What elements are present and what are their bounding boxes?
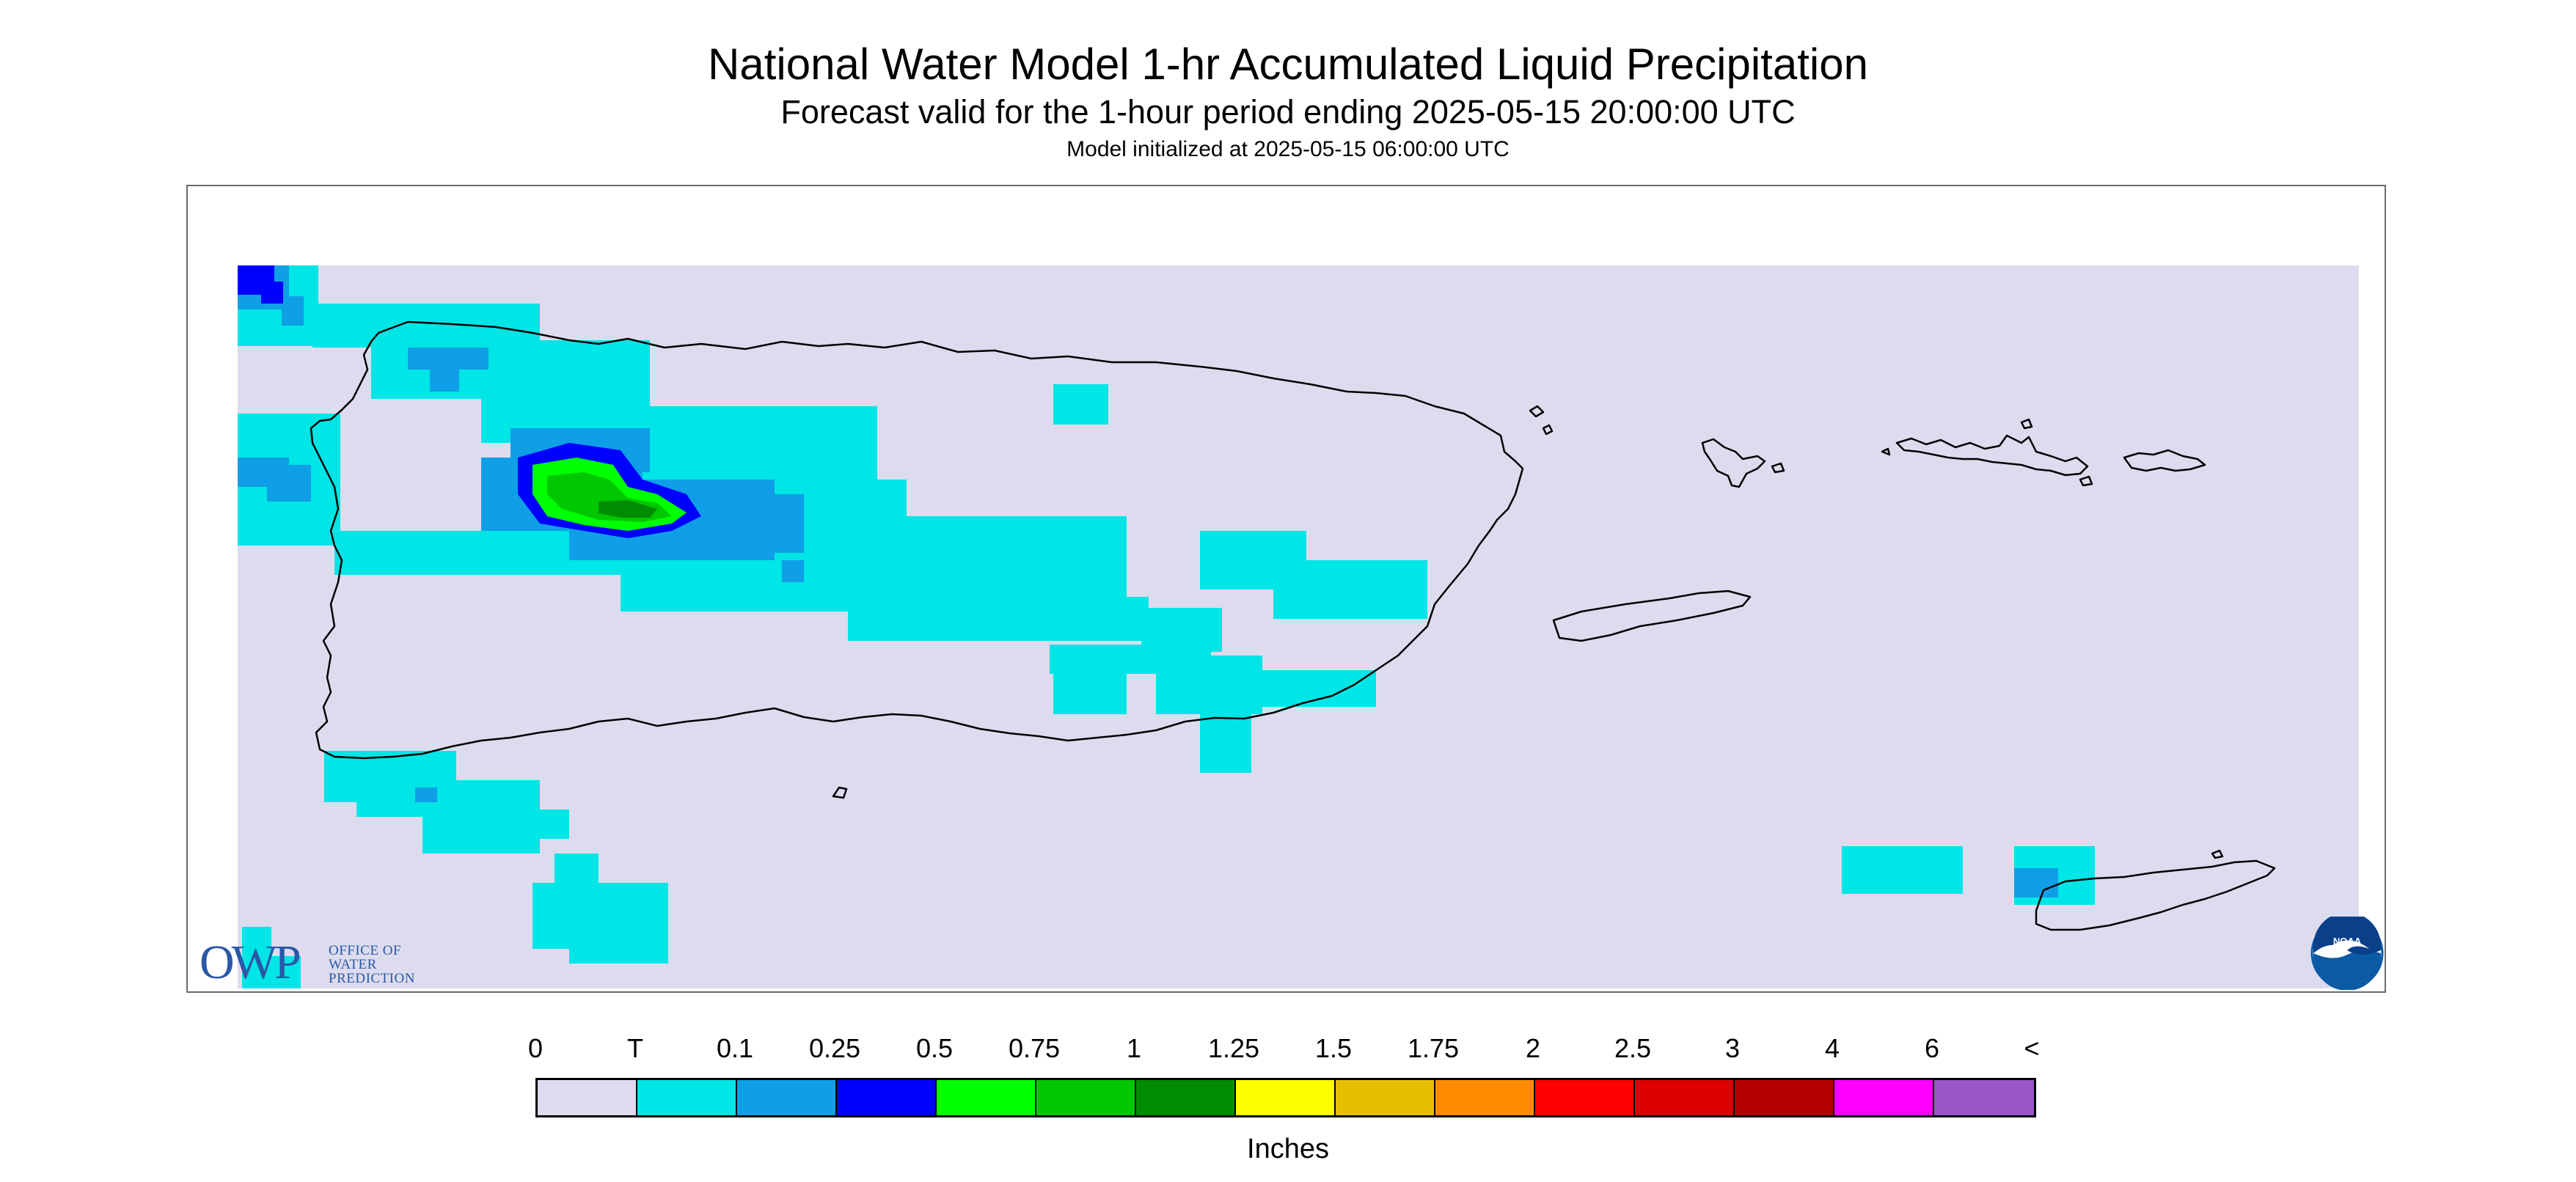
islet-coastline bbox=[2079, 475, 2093, 487]
legend-swatch bbox=[1336, 1080, 1435, 1115]
legend-swatch bbox=[1036, 1080, 1136, 1115]
legend-label: < bbox=[2024, 1033, 2040, 1063]
legend-label: 1.5 bbox=[1314, 1033, 1353, 1063]
legend-label: 4 bbox=[1824, 1033, 1840, 1063]
legend-swatch bbox=[1535, 1080, 1635, 1115]
legend-label: T bbox=[627, 1033, 643, 1063]
legend-swatch bbox=[1236, 1080, 1336, 1115]
noaa-logo-text: NOAA bbox=[2333, 936, 2362, 947]
legend-label: 2.5 bbox=[1614, 1033, 1652, 1063]
vieques-coastline bbox=[1552, 590, 1752, 642]
legend-label: 1 bbox=[1126, 1033, 1142, 1063]
legend-label: 2 bbox=[1525, 1033, 1541, 1063]
legend-label: 0.25 bbox=[808, 1033, 861, 1063]
puerto-rico-coastline bbox=[310, 320, 1524, 760]
legend-label: 3 bbox=[1724, 1033, 1741, 1063]
noaa-logo: NOAA bbox=[2310, 912, 2384, 991]
islet-coastline bbox=[1529, 405, 1545, 418]
st-thomas-coastline bbox=[1895, 434, 2089, 477]
precipitation-map bbox=[186, 185, 2386, 993]
st-john-coastline bbox=[2123, 449, 2206, 472]
legend-swatch bbox=[1435, 1080, 1535, 1115]
legend-swatch bbox=[637, 1080, 737, 1115]
forecast-valid-subtitle: Forecast valid for the 1-hour period end… bbox=[780, 93, 1796, 131]
legend-swatch bbox=[1635, 1080, 1735, 1115]
legend-swatch bbox=[1934, 1080, 2034, 1115]
culebra-coastline bbox=[1701, 438, 1766, 488]
legend-swatch bbox=[737, 1080, 837, 1115]
desecheo-coastline bbox=[832, 786, 848, 799]
map-title: National Water Model 1-hr Accumulated Li… bbox=[708, 40, 1868, 89]
legend-label: 6 bbox=[1924, 1033, 1940, 1063]
legend-swatch bbox=[1834, 1080, 1934, 1115]
legend-label: 0.75 bbox=[1008, 1033, 1061, 1063]
islet-coastline bbox=[2020, 418, 2033, 430]
legend-label: 1.25 bbox=[1207, 1033, 1260, 1063]
islet-coastline bbox=[2211, 849, 2224, 859]
legend-color-bar bbox=[535, 1078, 2036, 1117]
owp-logo: OWP OFFICE OF WATER PREDICTION bbox=[197, 937, 431, 988]
legend-label: 0.1 bbox=[716, 1033, 754, 1063]
islet-coastline bbox=[1771, 462, 1785, 474]
precip-1-area bbox=[599, 500, 657, 518]
model-init-text: Model initialized at 2025-05-15 06:00:00… bbox=[1066, 137, 1510, 161]
legend-units: Inches bbox=[1247, 1134, 1329, 1164]
st-croix-coastline bbox=[2035, 859, 2276, 931]
islet-coastline bbox=[1542, 424, 1554, 436]
legend-swatch bbox=[1136, 1080, 1236, 1115]
legend-label: 1.75 bbox=[1407, 1033, 1460, 1063]
legend-swatch bbox=[1735, 1080, 1834, 1115]
islet-coastline bbox=[1881, 447, 1891, 456]
legend-label: 0.5 bbox=[915, 1033, 954, 1063]
legend-swatch bbox=[538, 1080, 637, 1115]
owp-logo-text: OWP bbox=[200, 936, 301, 989]
owp-logo-caption: OFFICE OF WATER PREDICTION bbox=[329, 943, 415, 986]
legend-swatch bbox=[937, 1080, 1036, 1115]
legend-swatch bbox=[837, 1080, 937, 1115]
coastlines bbox=[310, 320, 2276, 931]
legend-label: 0 bbox=[527, 1033, 544, 1063]
